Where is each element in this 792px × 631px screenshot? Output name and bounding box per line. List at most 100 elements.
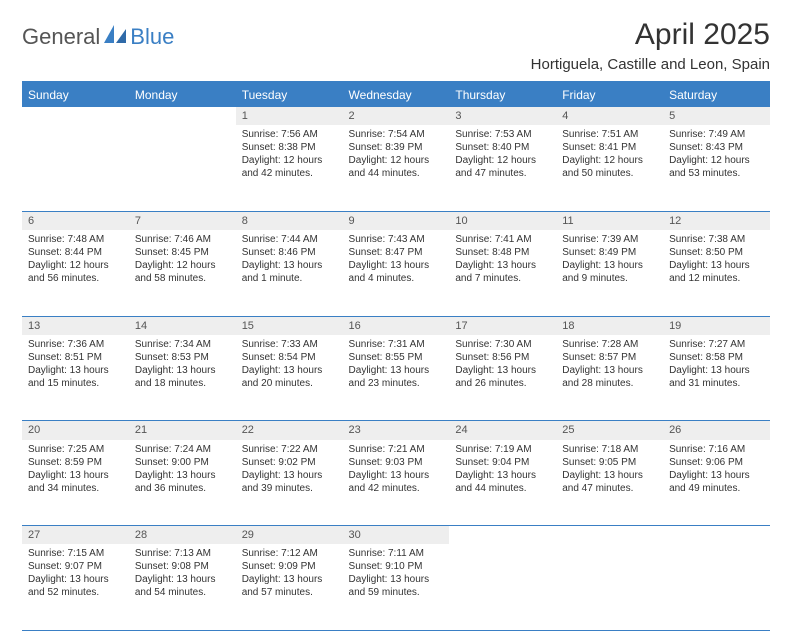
sunrise-line: Sunrise: 7:31 AM xyxy=(349,338,444,351)
sunrise-line: Sunrise: 7:54 AM xyxy=(349,128,444,141)
day-number: 3 xyxy=(449,107,556,125)
day-number: 4 xyxy=(556,107,663,125)
day-cell xyxy=(663,544,770,630)
sunset-line: Sunset: 8:41 PM xyxy=(562,141,657,154)
day-cell: Sunrise: 7:41 AMSunset: 8:48 PMDaylight:… xyxy=(449,230,556,316)
day-number: 14 xyxy=(129,316,236,335)
logo-text-general: General xyxy=(22,24,100,50)
day-cell: Sunrise: 7:46 AMSunset: 8:45 PMDaylight:… xyxy=(129,230,236,316)
calendar-header-row: SundayMondayTuesdayWednesdayThursdayFrid… xyxy=(22,82,770,107)
day-number: 29 xyxy=(236,526,343,545)
day-number: 18 xyxy=(556,316,663,335)
sunrise-line: Sunrise: 7:46 AM xyxy=(135,233,230,246)
day-cell: Sunrise: 7:33 AMSunset: 8:54 PMDaylight:… xyxy=(236,335,343,421)
day-cell: Sunrise: 7:13 AMSunset: 9:08 PMDaylight:… xyxy=(129,544,236,630)
day-cell xyxy=(449,544,556,630)
daylight-line: Daylight: 13 hours and 39 minutes. xyxy=(242,469,337,495)
sunset-line: Sunset: 8:49 PM xyxy=(562,246,657,259)
daylight-line: Daylight: 12 hours and 53 minutes. xyxy=(669,154,764,180)
sunrise-line: Sunrise: 7:25 AM xyxy=(28,443,123,456)
sunrise-line: Sunrise: 7:16 AM xyxy=(669,443,764,456)
day-cell: Sunrise: 7:44 AMSunset: 8:46 PMDaylight:… xyxy=(236,230,343,316)
sunset-line: Sunset: 8:45 PM xyxy=(135,246,230,259)
sunrise-line: Sunrise: 7:11 AM xyxy=(349,547,444,560)
day-cell: Sunrise: 7:16 AMSunset: 9:06 PMDaylight:… xyxy=(663,440,770,526)
sunrise-line: Sunrise: 7:15 AM xyxy=(28,547,123,560)
day-number: 12 xyxy=(663,211,770,230)
day-cell: Sunrise: 7:18 AMSunset: 9:05 PMDaylight:… xyxy=(556,440,663,526)
day-number: 16 xyxy=(343,316,450,335)
daylight-line: Daylight: 12 hours and 44 minutes. xyxy=(349,154,444,180)
sunrise-line: Sunrise: 7:27 AM xyxy=(669,338,764,351)
day-number: 5 xyxy=(663,107,770,125)
day-number: 24 xyxy=(449,421,556,440)
header: General Blue April 2025 Hortiguela, Cast… xyxy=(22,18,770,73)
daylight-line: Daylight: 12 hours and 42 minutes. xyxy=(242,154,337,180)
daylight-line: Daylight: 13 hours and 52 minutes. xyxy=(28,573,123,599)
sunrise-line: Sunrise: 7:38 AM xyxy=(669,233,764,246)
day-cell: Sunrise: 7:39 AMSunset: 8:49 PMDaylight:… xyxy=(556,230,663,316)
day-cell xyxy=(556,544,663,630)
day-cell: Sunrise: 7:12 AMSunset: 9:09 PMDaylight:… xyxy=(236,544,343,630)
day-number: 10 xyxy=(449,211,556,230)
day-number-row: 13141516171819 xyxy=(22,316,770,335)
title-block: April 2025 Hortiguela, Castille and Leon… xyxy=(531,18,770,73)
daylight-line: Daylight: 13 hours and 18 minutes. xyxy=(135,364,230,390)
daylight-line: Daylight: 13 hours and 42 minutes. xyxy=(349,469,444,495)
sunset-line: Sunset: 9:05 PM xyxy=(562,456,657,469)
sunrise-line: Sunrise: 7:12 AM xyxy=(242,547,337,560)
day-cell: Sunrise: 7:31 AMSunset: 8:55 PMDaylight:… xyxy=(343,335,450,421)
day-number: 20 xyxy=(22,421,129,440)
sunset-line: Sunset: 8:55 PM xyxy=(349,351,444,364)
logo-sail-icon xyxy=(104,25,126,50)
sunset-line: Sunset: 8:51 PM xyxy=(28,351,123,364)
sunset-line: Sunset: 9:00 PM xyxy=(135,456,230,469)
day-cell: Sunrise: 7:19 AMSunset: 9:04 PMDaylight:… xyxy=(449,440,556,526)
day-cell xyxy=(129,125,236,211)
day-cell: Sunrise: 7:51 AMSunset: 8:41 PMDaylight:… xyxy=(556,125,663,211)
day-cell: Sunrise: 7:25 AMSunset: 8:59 PMDaylight:… xyxy=(22,440,129,526)
day-cell: Sunrise: 7:21 AMSunset: 9:03 PMDaylight:… xyxy=(343,440,450,526)
sunrise-line: Sunrise: 7:49 AM xyxy=(669,128,764,141)
sunset-line: Sunset: 8:46 PM xyxy=(242,246,337,259)
sunrise-line: Sunrise: 7:28 AM xyxy=(562,338,657,351)
day-cell: Sunrise: 7:15 AMSunset: 9:07 PMDaylight:… xyxy=(22,544,129,630)
day-cell: Sunrise: 7:48 AMSunset: 8:44 PMDaylight:… xyxy=(22,230,129,316)
sunrise-line: Sunrise: 7:21 AM xyxy=(349,443,444,456)
day-number: 11 xyxy=(556,211,663,230)
daylight-line: Daylight: 12 hours and 50 minutes. xyxy=(562,154,657,180)
day-number: 25 xyxy=(556,421,663,440)
daylight-line: Daylight: 12 hours and 47 minutes. xyxy=(455,154,550,180)
day-number: 19 xyxy=(663,316,770,335)
day-cell: Sunrise: 7:22 AMSunset: 9:02 PMDaylight:… xyxy=(236,440,343,526)
logo: General Blue xyxy=(22,18,174,50)
day-number: 13 xyxy=(22,316,129,335)
day-number xyxy=(663,526,770,545)
sunrise-line: Sunrise: 7:39 AM xyxy=(562,233,657,246)
location: Hortiguela, Castille and Leon, Spain xyxy=(531,56,770,73)
day-body-row: Sunrise: 7:36 AMSunset: 8:51 PMDaylight:… xyxy=(22,335,770,421)
sunset-line: Sunset: 9:09 PM xyxy=(242,560,337,573)
day-cell xyxy=(22,125,129,211)
daylight-line: Daylight: 13 hours and 59 minutes. xyxy=(349,573,444,599)
day-body-row: Sunrise: 7:25 AMSunset: 8:59 PMDaylight:… xyxy=(22,440,770,526)
sunrise-line: Sunrise: 7:43 AM xyxy=(349,233,444,246)
sunrise-line: Sunrise: 7:30 AM xyxy=(455,338,550,351)
sunset-line: Sunset: 8:57 PM xyxy=(562,351,657,364)
daylight-line: Daylight: 12 hours and 58 minutes. xyxy=(135,259,230,285)
day-number: 23 xyxy=(343,421,450,440)
sunrise-line: Sunrise: 7:44 AM xyxy=(242,233,337,246)
sunset-line: Sunset: 8:53 PM xyxy=(135,351,230,364)
daylight-line: Daylight: 13 hours and 57 minutes. xyxy=(242,573,337,599)
day-cell: Sunrise: 7:49 AMSunset: 8:43 PMDaylight:… xyxy=(663,125,770,211)
day-number: 28 xyxy=(129,526,236,545)
day-cell: Sunrise: 7:38 AMSunset: 8:50 PMDaylight:… xyxy=(663,230,770,316)
daylight-line: Daylight: 13 hours and 23 minutes. xyxy=(349,364,444,390)
sunset-line: Sunset: 8:47 PM xyxy=(349,246,444,259)
daylight-line: Daylight: 13 hours and 1 minute. xyxy=(242,259,337,285)
sunset-line: Sunset: 9:10 PM xyxy=(349,560,444,573)
day-cell: Sunrise: 7:56 AMSunset: 8:38 PMDaylight:… xyxy=(236,125,343,211)
daylight-line: Daylight: 13 hours and 15 minutes. xyxy=(28,364,123,390)
sunset-line: Sunset: 8:54 PM xyxy=(242,351,337,364)
day-cell: Sunrise: 7:30 AMSunset: 8:56 PMDaylight:… xyxy=(449,335,556,421)
